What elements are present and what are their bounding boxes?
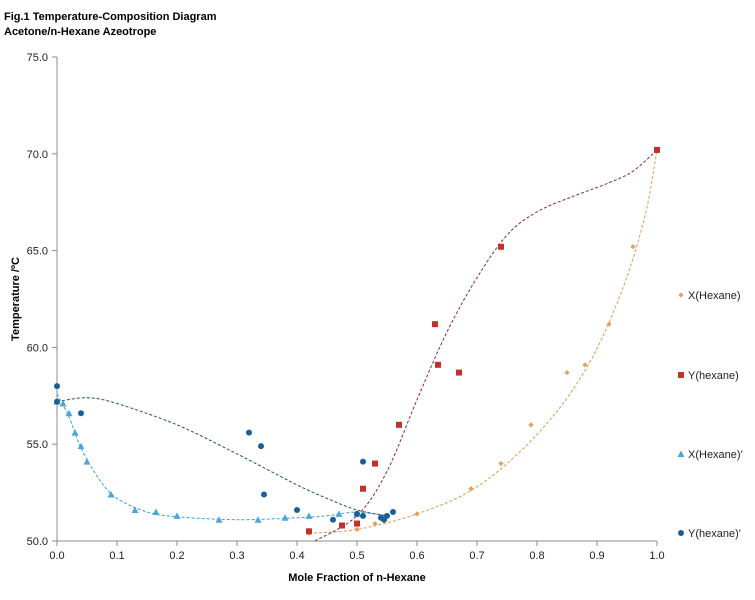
data-point — [456, 369, 462, 376]
data-point — [131, 506, 139, 514]
x-tick-label: 0.3 — [229, 550, 244, 562]
y-tick-label: 75.0 — [27, 52, 48, 64]
x-tick-label: 0.6 — [409, 550, 424, 562]
data-point — [306, 528, 312, 535]
chart-title-block: Fig.1 Temperature-Composition Diagram Ac… — [4, 10, 217, 40]
legend-marker — [678, 292, 684, 298]
data-point — [468, 486, 474, 492]
x-tick-label: 0.8 — [529, 550, 544, 562]
data-point — [335, 510, 343, 517]
data-point — [83, 458, 91, 465]
chart-title: Fig.1 Temperature-Composition Diagram — [4, 11, 217, 23]
tick-labels: 0.0 0.1 0.2 0.3 0.4 0.5 0.6 0.7 0.8 0.9 1.0 50.0 55.… — [27, 52, 665, 562]
data-point — [59, 400, 67, 407]
series-1-points — [306, 146, 660, 535]
x-tick-label: 0.7 — [469, 550, 484, 562]
data-point — [254, 516, 262, 523]
y-tick-label: 65.0 — [27, 246, 48, 258]
trendlines — [56, 149, 658, 542]
trendline-series-3 — [56, 397, 388, 517]
data-point — [372, 520, 378, 527]
axes — [56, 57, 657, 542]
data-point — [281, 514, 289, 521]
markers — [53, 146, 660, 536]
data-point — [372, 460, 378, 467]
y-tick-label: 70.0 — [27, 149, 48, 161]
x-tick-label: 0.2 — [169, 550, 184, 562]
data-point — [435, 361, 441, 368]
x-tick-label: 0.9 — [589, 550, 604, 562]
x-tick-label: 0.1 — [109, 550, 124, 562]
data-point — [498, 243, 504, 250]
data-point — [354, 510, 360, 517]
data-point — [330, 516, 336, 523]
legend-label: X(Hexane)' — [688, 449, 743, 461]
trendline-series-1 — [314, 149, 658, 542]
legend: X(Hexane) Y(hexane) X(Hexane)' Y(hexane)' — [677, 290, 743, 540]
x-tick-label: 0.5 — [349, 550, 364, 562]
data-point — [360, 485, 366, 492]
legend-marker — [677, 450, 685, 457]
data-point — [390, 508, 396, 515]
data-point — [107, 491, 115, 498]
data-point — [54, 398, 60, 405]
series-2-points — [53, 398, 361, 523]
data-point — [339, 522, 345, 529]
legend-label: X(Hexane) — [688, 290, 741, 302]
x-axis-title: Mole Fraction of n-Hexane — [288, 572, 426, 584]
data-point — [65, 409, 73, 417]
data-point — [261, 491, 267, 498]
legend-marker — [678, 372, 684, 378]
data-point — [173, 512, 181, 519]
data-point — [564, 369, 570, 376]
data-point — [396, 421, 402, 428]
data-point — [78, 410, 84, 417]
data-point — [630, 244, 636, 250]
legend-label: Y(hexane)' — [688, 528, 741, 540]
data-point — [360, 458, 366, 465]
trendline-series-2 — [56, 393, 388, 521]
ticks — [52, 56, 658, 546]
x-tick-label: 0.4 — [289, 550, 304, 562]
chart-subtitle: Acetone/n-Hexane Azeotrope — [4, 26, 157, 38]
data-point — [152, 508, 160, 515]
y-axis-title: Temperature /ºC — [10, 257, 22, 341]
data-point — [432, 321, 438, 328]
data-point — [354, 526, 360, 532]
data-point — [54, 383, 60, 390]
data-point — [215, 516, 223, 523]
data-point — [384, 512, 390, 519]
series-0-points — [306, 147, 660, 536]
data-point — [258, 443, 264, 450]
data-point — [414, 511, 420, 517]
trendline-series-0 — [308, 149, 658, 534]
series-3-points — [54, 383, 396, 523]
x-tick-label: 1.0 — [649, 550, 664, 562]
x-tick-label: 0.0 — [49, 550, 64, 562]
data-point — [71, 429, 79, 436]
data-point — [498, 460, 504, 467]
y-tick-label: 60.0 — [27, 342, 48, 354]
data-point — [582, 362, 588, 368]
data-point — [294, 507, 300, 514]
data-point — [305, 512, 313, 519]
data-point — [606, 321, 612, 327]
data-point — [528, 422, 534, 428]
y-tick-label: 55.0 — [27, 439, 48, 451]
legend-label: Y(hexane) — [688, 370, 739, 382]
data-point — [354, 520, 360, 527]
y-tick-label: 50.0 — [27, 536, 48, 548]
data-point — [246, 429, 252, 436]
data-point — [654, 146, 660, 153]
data-point — [360, 512, 366, 519]
legend-marker — [678, 530, 684, 536]
data-point — [77, 442, 85, 450]
